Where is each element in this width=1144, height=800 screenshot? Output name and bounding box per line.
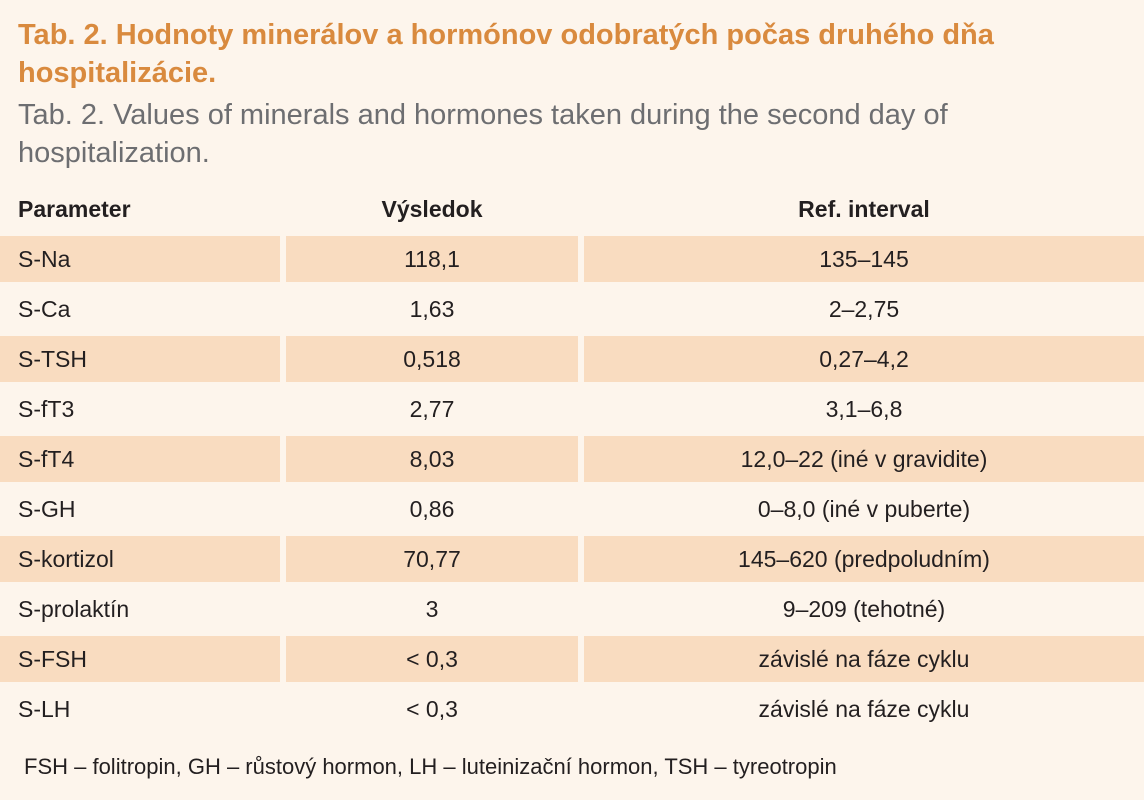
header-ref-interval: Ref. interval (798, 195, 930, 222)
table-row: S-GH 0,86 0–8,0 (iné v puberte) (0, 486, 1144, 532)
table-footnote: FSH – folitropin, GH – růstový hormon, L… (24, 754, 837, 779)
cell-parameter: S-Ca (18, 295, 71, 322)
cell-result: 3 (425, 595, 439, 622)
cell-parameter: S-GH (18, 495, 76, 522)
cell-ref-interval: 9–209 (tehotné) (782, 595, 946, 622)
cell-ref-interval: závislé na fáze cyklu (758, 695, 970, 722)
table-row: S-Na 118,1 135–145 (0, 236, 1144, 282)
table-title-slovak: Tab. 2. Hodnoty minerálov a hormónov odo… (18, 19, 994, 89)
cell-ref-interval: 145–620 (predpoludním) (584, 536, 1144, 582)
table-row: S-fT3 2,77 3,1–6,8 (0, 386, 1144, 432)
table-row: S-TSH 0,518 0,27–4,2 (0, 336, 1144, 382)
table-row: S-FSH < 0,3 závislé na fáze cyklu (0, 636, 1144, 682)
cell-result: 118,1 (286, 236, 578, 282)
cell-result: 0,86 (409, 495, 455, 522)
table-row: S-prolaktín 3 9–209 (tehotné) (0, 586, 1144, 632)
values-table: Parameter Výsledok Ref. interval S-Na 118… (0, 186, 1144, 736)
cell-parameter: S-kortizol (0, 536, 280, 582)
cell-result: 0,518 (286, 336, 578, 382)
cell-ref-interval: 12,0–22 (iné v gravidite) (584, 436, 1144, 482)
cell-parameter: S-fT3 (18, 395, 75, 422)
cell-result: < 0,3 (286, 636, 578, 682)
cell-ref-interval: 135–145 (584, 236, 1144, 282)
cell-result: 8,03 (286, 436, 578, 482)
cell-result: < 0,3 (406, 695, 458, 722)
table-row: S-LH < 0,3 závislé na fáze cyklu (0, 686, 1144, 732)
table-header-row: Parameter Výsledok Ref. interval (0, 186, 1144, 232)
cell-parameter: S-TSH (0, 336, 280, 382)
cell-ref-interval: závislé na fáze cyklu (584, 636, 1144, 682)
cell-ref-interval: 3,1–6,8 (825, 395, 903, 422)
table-row: S-kortizol 70,77 145–620 (predpoludním) (0, 536, 1144, 582)
table-title-english: Tab. 2. Values of minerals and hormones … (18, 99, 948, 169)
header-result: Výsledok (381, 195, 483, 222)
cell-result: 2,77 (409, 395, 455, 422)
header-parameter: Parameter (18, 195, 131, 222)
cell-result: 1,63 (409, 295, 455, 322)
table-row: S-fT4 8,03 12,0–22 (iné v gravidite) (0, 436, 1144, 482)
cell-ref-interval: 0,27–4,2 (584, 336, 1144, 382)
cell-parameter: S-LH (18, 695, 71, 722)
cell-parameter: S-FSH (0, 636, 280, 682)
table-row: S-Ca 1,63 2–2,75 (0, 286, 1144, 332)
cell-result: 70,77 (286, 536, 578, 582)
cell-parameter: S-fT4 (0, 436, 280, 482)
cell-ref-interval: 0–8,0 (iné v puberte) (757, 495, 971, 522)
cell-ref-interval: 2–2,75 (828, 295, 900, 322)
cell-parameter: S-Na (0, 236, 280, 282)
cell-parameter: S-prolaktín (18, 595, 130, 622)
